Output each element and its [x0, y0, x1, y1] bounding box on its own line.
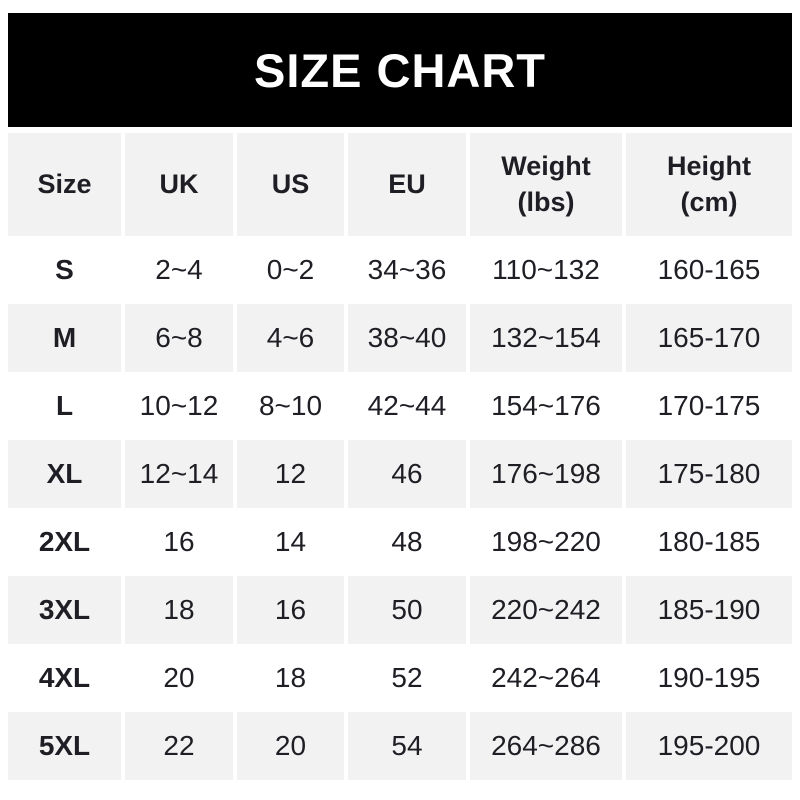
cell-us: 0~2	[237, 236, 344, 304]
page-title: SIZE CHART	[254, 43, 546, 97]
cell-height: 190-195	[626, 644, 792, 712]
column-header-us: US	[237, 133, 344, 236]
cell-uk: 22	[125, 712, 233, 780]
cell-size-label: 3XL	[8, 576, 121, 644]
cell-height: 180-185	[626, 508, 792, 576]
cell-weight: 198~220	[470, 508, 622, 576]
cell-eu: 52	[348, 644, 466, 712]
cell-size-label: XL	[8, 440, 121, 508]
cell-us: 4~6	[237, 304, 344, 372]
cell-uk: 2~4	[125, 236, 233, 304]
column-header-eu: EU	[348, 133, 466, 236]
cell-weight: 110~132	[470, 236, 622, 304]
cell-height: 170-175	[626, 372, 792, 440]
cell-us: 16	[237, 576, 344, 644]
cell-weight: 220~242	[470, 576, 622, 644]
cell-us: 20	[237, 712, 344, 780]
cell-height: 160-165	[626, 236, 792, 304]
cell-height: 175-180	[626, 440, 792, 508]
size-table: Size UK US EU Weight (lbs) Height (cm) S…	[8, 133, 792, 780]
cell-uk: 10~12	[125, 372, 233, 440]
cell-eu: 50	[348, 576, 466, 644]
cell-size-label: M	[8, 304, 121, 372]
cell-us: 18	[237, 644, 344, 712]
cell-eu: 46	[348, 440, 466, 508]
cell-weight: 132~154	[470, 304, 622, 372]
cell-eu: 34~36	[348, 236, 466, 304]
cell-weight: 242~264	[470, 644, 622, 712]
cell-uk: 18	[125, 576, 233, 644]
cell-uk: 20	[125, 644, 233, 712]
column-header-uk: UK	[125, 133, 233, 236]
column-header-weight: Weight (lbs)	[470, 133, 622, 236]
cell-weight: 176~198	[470, 440, 622, 508]
cell-uk: 16	[125, 508, 233, 576]
cell-us: 12	[237, 440, 344, 508]
cell-weight: 154~176	[470, 372, 622, 440]
cell-size-label: 4XL	[8, 644, 121, 712]
cell-us: 14	[237, 508, 344, 576]
cell-eu: 38~40	[348, 304, 466, 372]
cell-eu: 54	[348, 712, 466, 780]
cell-size-label: 5XL	[8, 712, 121, 780]
cell-us: 8~10	[237, 372, 344, 440]
cell-eu: 48	[348, 508, 466, 576]
cell-uk: 6~8	[125, 304, 233, 372]
cell-eu: 42~44	[348, 372, 466, 440]
cell-height: 185-190	[626, 576, 792, 644]
cell-size-label: S	[8, 236, 121, 304]
title-banner: SIZE CHART	[8, 13, 792, 127]
cell-height: 165-170	[626, 304, 792, 372]
cell-size-label: 2XL	[8, 508, 121, 576]
cell-weight: 264~286	[470, 712, 622, 780]
cell-size-label: L	[8, 372, 121, 440]
column-header-height: Height (cm)	[626, 133, 792, 236]
cell-height: 195-200	[626, 712, 792, 780]
cell-uk: 12~14	[125, 440, 233, 508]
column-header-size: Size	[8, 133, 121, 236]
